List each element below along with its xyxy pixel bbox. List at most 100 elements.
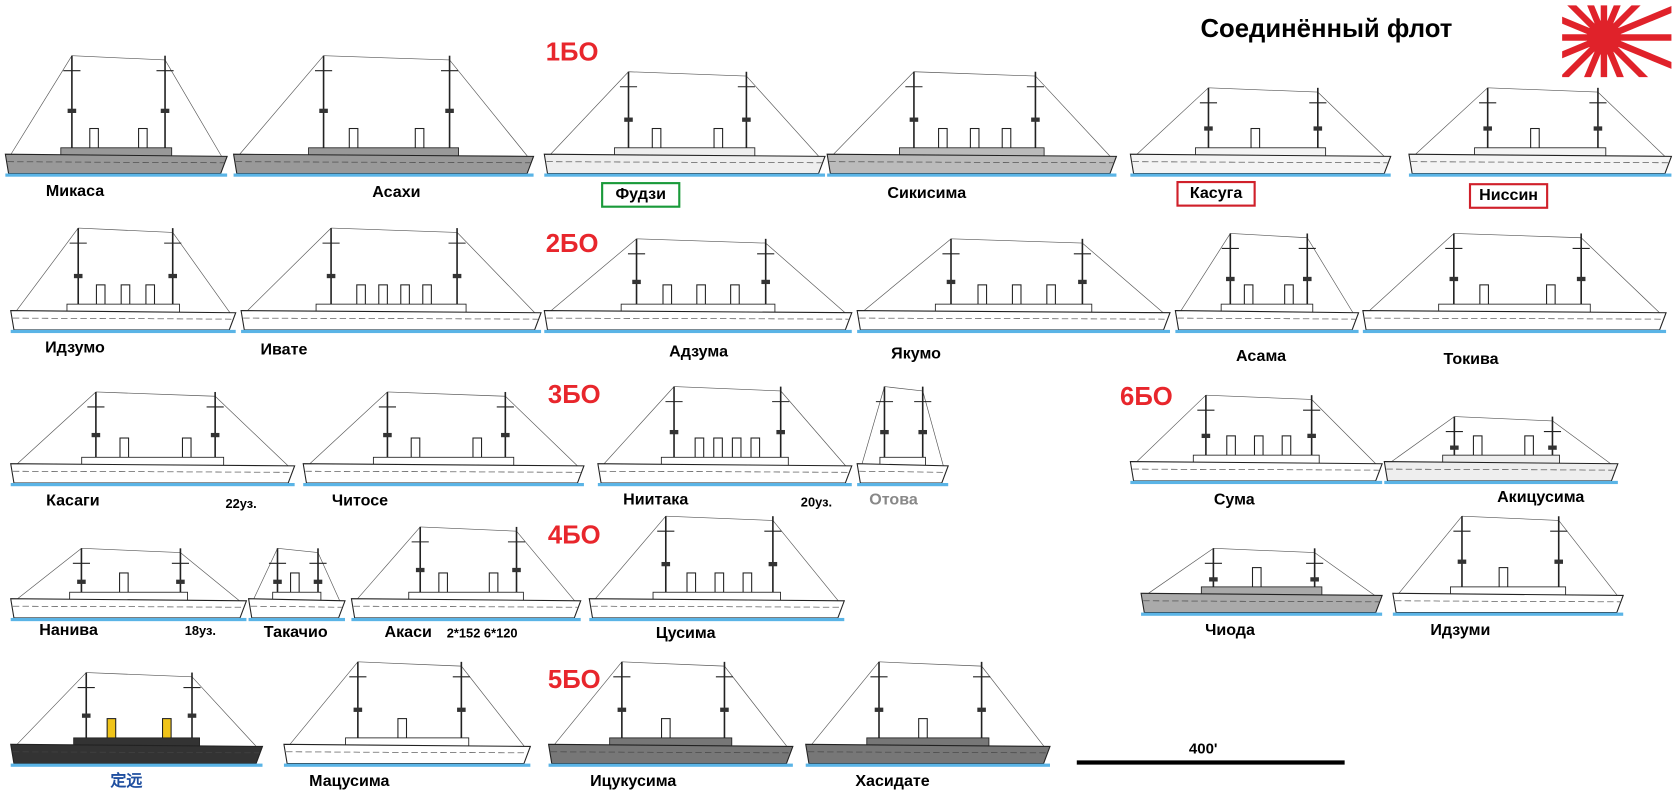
deck-line xyxy=(1394,600,1621,603)
waterline xyxy=(1141,612,1383,616)
hull xyxy=(826,153,1118,175)
rigging xyxy=(746,75,821,159)
rigging xyxy=(277,548,319,553)
ship: Идзуми xyxy=(1392,515,1624,639)
hull xyxy=(1362,310,1667,331)
ship-name: Акицусима xyxy=(1497,488,1585,506)
rigging xyxy=(772,520,841,604)
top xyxy=(67,108,77,113)
hull xyxy=(232,153,535,175)
top xyxy=(176,579,185,584)
hull xyxy=(247,598,346,619)
rigging xyxy=(252,548,278,601)
top xyxy=(1310,577,1319,582)
ship: Нанива 18уз. xyxy=(10,548,248,639)
rigging xyxy=(628,71,747,77)
top xyxy=(512,567,521,573)
rigging xyxy=(1179,233,1231,313)
deck-line xyxy=(1132,161,1388,164)
ship-name: 定远 xyxy=(109,771,142,790)
rigging xyxy=(884,386,923,392)
rigging xyxy=(1205,394,1312,400)
rigging xyxy=(9,55,73,157)
rigging xyxy=(1213,548,1315,553)
division-label: 3БО xyxy=(548,381,601,409)
top xyxy=(632,279,641,285)
rigging xyxy=(1035,75,1113,159)
rigging xyxy=(14,548,82,602)
top xyxy=(273,579,282,584)
rigging xyxy=(1461,515,1559,521)
top xyxy=(624,117,633,122)
rigging xyxy=(1454,416,1553,422)
ship: Микаса xyxy=(4,55,228,200)
rigging xyxy=(317,552,342,604)
rigging xyxy=(1145,548,1214,596)
hull xyxy=(588,598,846,619)
top xyxy=(977,707,986,712)
top xyxy=(1457,559,1467,564)
waterline xyxy=(1384,480,1618,485)
ship: Асама xyxy=(1174,233,1360,365)
ship-name: Акаси xyxy=(385,623,432,641)
top xyxy=(313,579,323,584)
ship: Акаси 2*152 6*120 xyxy=(350,526,582,641)
waterline xyxy=(248,617,345,622)
waterline xyxy=(544,173,825,177)
deck-line xyxy=(353,605,578,608)
rigging xyxy=(95,391,216,397)
rigging xyxy=(323,55,450,61)
top xyxy=(1031,117,1040,122)
waterline xyxy=(283,763,531,767)
rigging xyxy=(765,242,848,316)
ship-name: Чиода xyxy=(1205,621,1256,639)
top xyxy=(73,273,83,279)
rigging xyxy=(1597,91,1668,159)
top xyxy=(210,432,220,438)
rigging xyxy=(913,71,1036,77)
top xyxy=(326,273,336,279)
rigging xyxy=(1453,233,1582,239)
top xyxy=(457,707,466,712)
ship: Ивате xyxy=(240,227,542,358)
top xyxy=(160,108,170,113)
rigging xyxy=(878,661,982,667)
deck-line xyxy=(12,751,260,754)
ship: Ицукусима xyxy=(547,661,794,790)
rigging xyxy=(981,665,1046,749)
rigging xyxy=(78,227,173,233)
top xyxy=(1307,433,1316,439)
hull xyxy=(283,743,532,765)
hull xyxy=(1408,153,1673,175)
deck-line xyxy=(1364,317,1663,320)
ship: 定远 xyxy=(10,672,264,790)
rigging xyxy=(81,548,181,553)
hull xyxy=(547,743,794,765)
ship: Адзума xyxy=(543,238,853,361)
name-box xyxy=(1176,180,1256,207)
top xyxy=(880,429,889,435)
division-label: 6БО xyxy=(1120,383,1173,411)
top xyxy=(617,707,627,712)
ship-name: Касуга xyxy=(1190,184,1243,202)
deck-line xyxy=(550,751,790,754)
waterline xyxy=(10,763,263,767)
deck-line xyxy=(859,470,946,473)
rigging xyxy=(950,238,1083,244)
waterline xyxy=(303,482,584,487)
name-box xyxy=(601,182,681,208)
rigging xyxy=(1396,515,1463,596)
ship: Фудзи xyxy=(543,71,826,208)
waterline xyxy=(857,329,1170,334)
hull xyxy=(302,463,585,484)
ship-name: Ивате xyxy=(260,340,307,358)
ship-note: 20уз. xyxy=(801,495,832,510)
top xyxy=(742,117,751,122)
top xyxy=(445,108,454,113)
hull xyxy=(1140,592,1383,614)
division-label: 1БО xyxy=(546,38,599,66)
top xyxy=(918,429,927,435)
deck-line xyxy=(807,751,1047,754)
deck-line xyxy=(546,161,822,164)
